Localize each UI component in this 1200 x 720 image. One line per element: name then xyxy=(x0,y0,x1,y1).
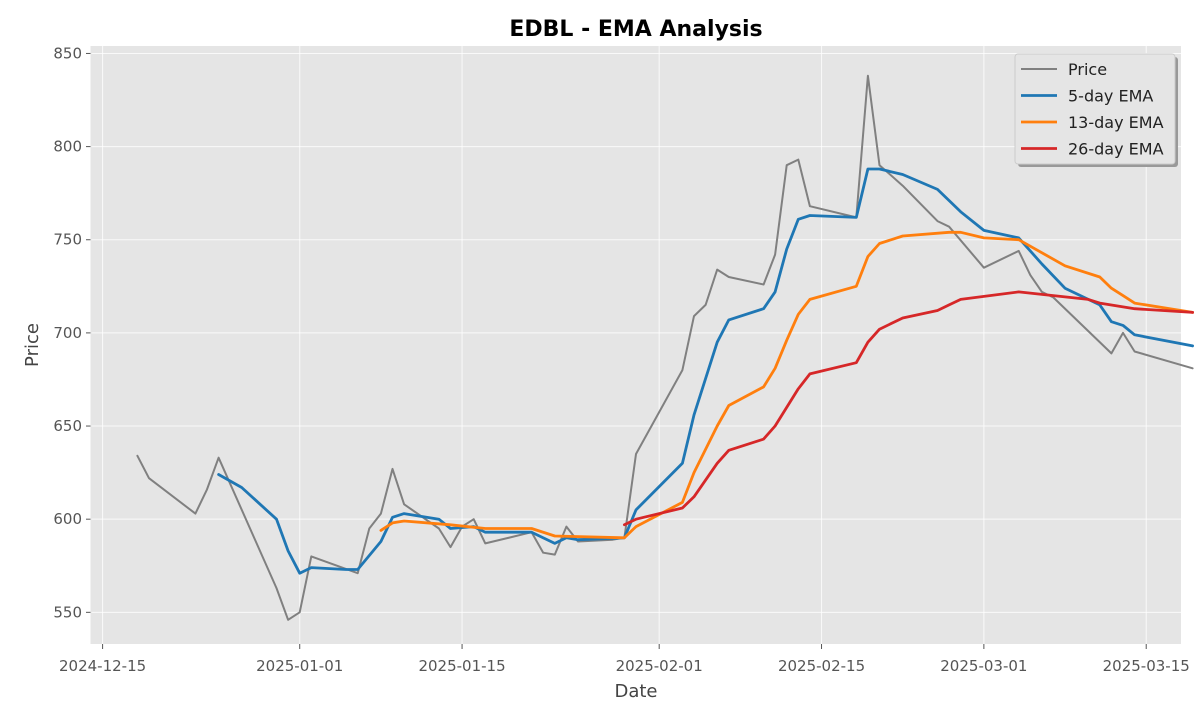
x-tick-label: 2025-03-01 xyxy=(940,657,1027,675)
legend-label-price: Price xyxy=(1068,60,1107,79)
series-line-5-day-ema xyxy=(217,167,1194,575)
x-tick-label: 2025-01-01 xyxy=(256,657,343,675)
grid-lines xyxy=(91,46,1181,644)
x-tick-label: 2024-12-15 xyxy=(59,657,146,675)
x-tick-label: 2025-01-15 xyxy=(418,657,505,675)
series-line-price xyxy=(136,74,1194,621)
chart-title: EDBL - EMA Analysis xyxy=(509,17,762,42)
series-line-26-day-ema xyxy=(623,290,1194,527)
y-axis-label: Price xyxy=(22,323,43,367)
series-line-13-day-ema xyxy=(379,230,1194,540)
x-tick-label: 2025-02-15 xyxy=(778,657,865,675)
y-tick-label: 650 xyxy=(53,417,82,435)
plot-area xyxy=(91,46,1181,644)
legend: Price 5-day EMA 13-day EMA 26-day EMA xyxy=(1014,53,1178,167)
y-tick-label: 800 xyxy=(53,138,82,156)
x-tick-label: 2025-02-01 xyxy=(616,657,703,675)
y-tick-label: 750 xyxy=(53,231,82,249)
y-tick-label: 850 xyxy=(53,44,82,62)
y-tick-label: 700 xyxy=(53,324,82,342)
legend-label-13-day-ema: 13-day EMA xyxy=(1068,113,1164,132)
legend-box xyxy=(1014,53,1176,165)
y-tick-label: 600 xyxy=(53,510,82,528)
x-axis-label: Date xyxy=(614,681,657,702)
axes: 550 600 650 700 750 800 850 2024-12-15 2025-01-0… xyxy=(53,44,1189,675)
x-tick-label: 2025-03-15 xyxy=(1103,657,1190,675)
legend-label-5-day-ema: 5-day EMA xyxy=(1068,87,1153,106)
legend-label-26-day-ema: 26-day EMA xyxy=(1068,140,1164,159)
y-tick-label: 550 xyxy=(53,603,82,621)
series-lines xyxy=(136,74,1194,621)
